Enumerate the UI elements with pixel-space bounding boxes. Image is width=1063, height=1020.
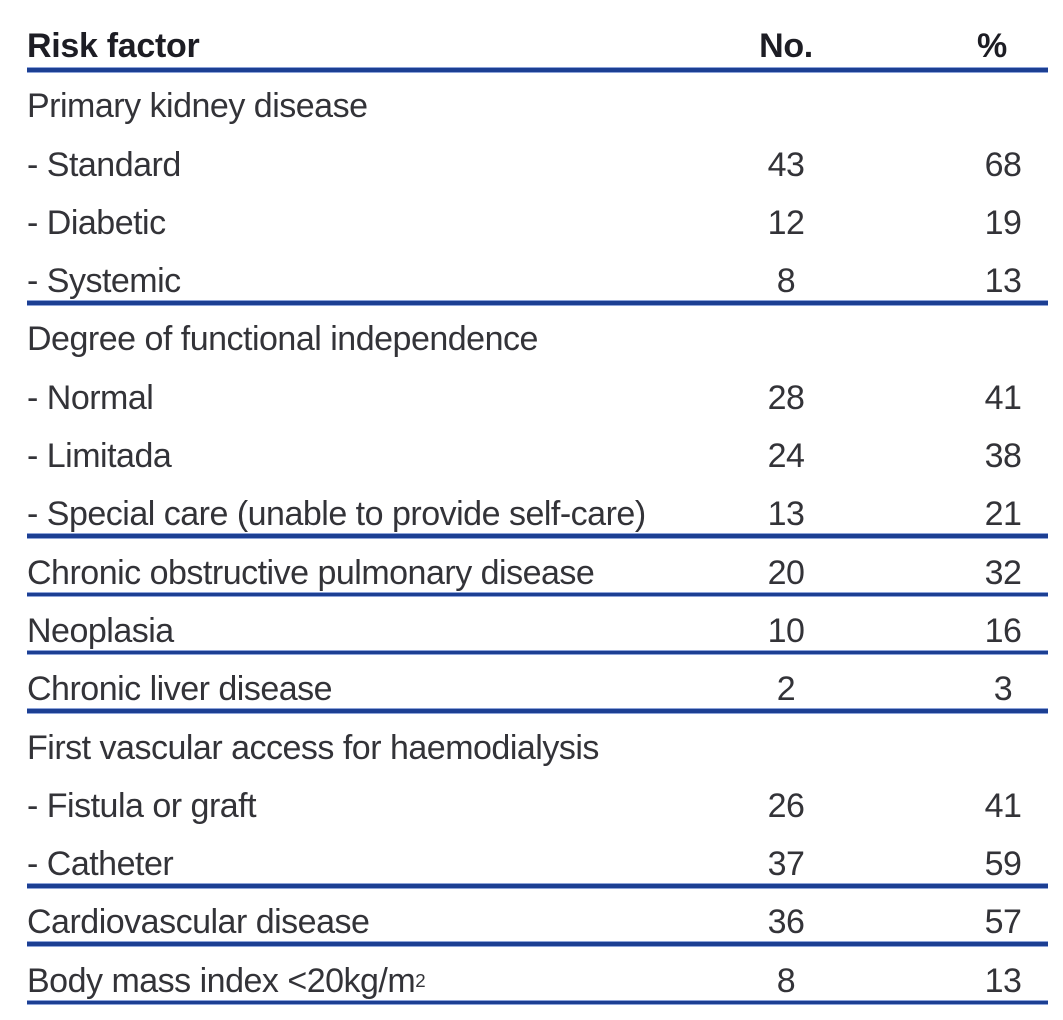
table-row: Cardiovascular disease 36 57: [27, 886, 1048, 947]
row-label: - Limitada: [27, 437, 172, 476]
header-pct-label: %: [977, 27, 1007, 65]
row-no-value: 2: [776, 670, 796, 709]
row-pct-value: 21: [984, 495, 1022, 534]
row-label: Cardiovascular disease: [27, 903, 370, 942]
row-label: Primary kidney disease: [27, 87, 368, 126]
table-row: Neoplasia 10 16: [27, 595, 1048, 656]
row-label: - Standard: [27, 145, 181, 184]
row-pct-value: 68: [984, 145, 1022, 184]
row-no-value: 8: [776, 262, 796, 301]
row-pct-value: 19: [984, 203, 1022, 242]
row-label: - Catheter: [27, 845, 174, 884]
row-pct-value: 41: [984, 786, 1022, 825]
table-row: Primary kidney disease: [27, 70, 1048, 128]
row-no-value: 20: [767, 553, 805, 592]
table-header-row: Risk factor No. %: [27, 0, 1048, 73]
table-body: Primary kidney disease - Standard 43 68- Di…: [27, 70, 1048, 1006]
table-row: Chronic liver disease 2 3: [27, 653, 1048, 714]
row-pct-value: 57: [984, 903, 1022, 942]
row-no-value: 24: [767, 437, 805, 476]
row-label: Body mass index <20kg/m: [27, 961, 416, 1000]
row-no-value: 26: [767, 786, 805, 825]
row-no-value: 43: [767, 145, 805, 184]
table-row: - Limitada 24 38: [27, 420, 1048, 478]
row-label: - Diabetic: [27, 203, 166, 242]
table-row: Degree of functional independence: [27, 303, 1048, 361]
row-no-value: 37: [767, 845, 805, 884]
table-row: - Fistula or graft 26 41: [27, 770, 1048, 828]
table-row: - Standard 43 68: [27, 128, 1048, 186]
row-no-value: 12: [767, 203, 805, 242]
row-label: - Fistula or graft: [27, 786, 257, 825]
row-no-value: 28: [767, 378, 805, 417]
row-pct-value: 16: [984, 611, 1022, 650]
row-label-superscript: 2: [415, 970, 426, 992]
row-no-value: 10: [767, 611, 805, 650]
row-no-value: 13: [767, 495, 805, 534]
row-label: Neoplasia: [27, 611, 174, 650]
row-pct-value: 38: [984, 437, 1022, 476]
row-label: Chronic liver disease: [27, 670, 333, 709]
header-risk-factor: Risk factor: [27, 27, 200, 65]
row-pct-value: 59: [984, 845, 1022, 884]
row-label: - Systemic: [27, 262, 181, 301]
header-no: No.: [759, 27, 813, 65]
table-row: - Catheter 37 59: [27, 828, 1048, 889]
row-label: - Special care (unable to provide self-c…: [27, 495, 646, 534]
table-row: First vascular access for haemodialysis: [27, 711, 1048, 769]
table-row: - Special care (unable to provide self-c…: [27, 478, 1048, 539]
row-pct-value: 3: [993, 670, 1013, 709]
table-row: - Systemic 8 13: [27, 245, 1048, 306]
row-label: Chronic obstructive pulmonary disease: [27, 553, 595, 592]
table-row: - Diabetic 12 19: [27, 187, 1048, 245]
row-label: Degree of functional independence: [27, 320, 538, 359]
row-no-value: 36: [767, 903, 805, 942]
row-pct-value: 13: [984, 961, 1022, 1000]
row-pct-value: 41: [984, 378, 1022, 417]
table-row: Chronic obstructive pulmonary disease 20 3…: [27, 536, 1048, 598]
table-row: Body mass index <20kg/m 2 8 13: [27, 944, 1048, 1006]
row-label: First vascular access for haemodialysis: [27, 728, 599, 767]
row-pct-value: 32: [984, 553, 1022, 592]
row-label: - Normal: [27, 378, 154, 417]
risk-factor-table: Risk factor No. % Primary kidney disease…: [27, 0, 1048, 1006]
header-pct: %: [958, 27, 1048, 66]
table-row: - Normal 28 41: [27, 361, 1048, 419]
row-pct-value: 13: [984, 262, 1022, 301]
row-no-value: 8: [776, 961, 796, 1000]
